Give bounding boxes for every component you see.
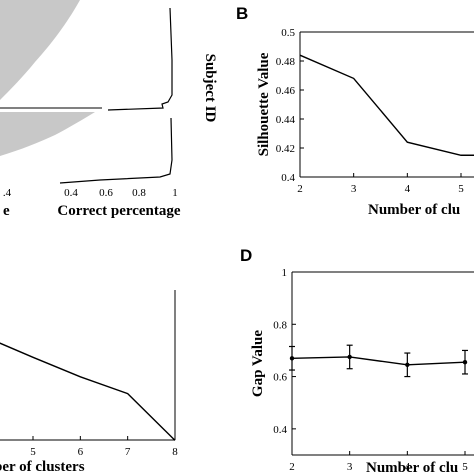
d-data-point xyxy=(347,354,352,360)
b-x-tick-label: 4 xyxy=(405,183,411,195)
d-data-point xyxy=(289,356,295,361)
d-data-point xyxy=(405,362,410,368)
d-y-tick-label: 0.4 xyxy=(273,424,287,436)
b-y-tick-label: 0.4 xyxy=(281,172,295,184)
a-xlabel-left-fragment: e xyxy=(3,203,10,219)
d-x-tick-label: 4 xyxy=(405,461,411,473)
upper-curve xyxy=(107,7,173,111)
d-data-point xyxy=(462,359,468,365)
chart-c: 5 6 7 8 ber of clusters xyxy=(0,290,178,474)
a-x-tick-1: 0.4 xyxy=(64,187,78,199)
c-x-tick-label: 7 xyxy=(125,446,131,458)
a-x-tick-2: 0.6 xyxy=(99,187,113,199)
c-x-tick-label: 8 xyxy=(172,446,178,458)
d-x-tick-label: 3 xyxy=(347,461,353,473)
panel-c: 5 6 7 8 ber of clusters xyxy=(0,290,178,474)
d-series-line xyxy=(291,356,466,366)
d-y-tick-label: 1 xyxy=(282,267,288,279)
d-x-tick-label: 2 xyxy=(289,461,295,473)
b-x-tick-label: 3 xyxy=(351,183,357,195)
a-x-tick-0: .4 xyxy=(3,187,12,199)
panel-d-letter: D xyxy=(240,246,252,265)
b-y-tick-label: 0.44 xyxy=(276,114,296,126)
distribution-fill-upper xyxy=(0,0,80,100)
lower-curve xyxy=(59,117,173,184)
c-series-line xyxy=(0,342,176,441)
b-x-tick-label: 2 xyxy=(297,183,303,195)
c-x-tick-label: 5 xyxy=(30,446,36,458)
a-x-tick-4: 1 xyxy=(172,187,178,199)
b-series-line xyxy=(299,54,474,156)
b-y-tick-label: 0.46 xyxy=(276,85,296,97)
c-xlabel: ber of clusters xyxy=(0,459,85,474)
b-y-tick-label: 0.48 xyxy=(276,56,296,68)
chart-b: 0.4 0.42 0.44 0.46 0.48 0.5 2 3 4 5 Number of clu S… xyxy=(256,27,474,218)
b-y-tick-label: 0.42 xyxy=(276,143,295,155)
a-ylabel: Subject ID xyxy=(202,54,218,123)
d-y-tick-label: 0.6 xyxy=(273,372,287,384)
b-y-tick-label: 0.5 xyxy=(281,27,295,39)
b-xlabel: Number of clu xyxy=(368,202,460,218)
b-x-tick-label: 5 xyxy=(458,183,464,195)
panel-b: B 0.4 0.42 0.44 0.46 0.48 0.5 2 3 4 5 Number of cl… xyxy=(236,4,474,218)
panel-b-letter: B xyxy=(236,4,248,23)
panel-a: .4 0.4 0.6 0.8 1 e Correct percentage Su… xyxy=(0,0,218,219)
c-x-tick-label: 6 xyxy=(78,446,84,458)
d-x-tick-label: 5 xyxy=(462,461,468,473)
a-xlabel: Correct percentage xyxy=(57,203,180,219)
panel-d: D 0.4 0.6 0.8 1 2 3 4 5 Number of clu Gap Value xyxy=(240,246,474,474)
b-ylabel: Silhouette Value xyxy=(256,52,272,156)
a-x-tick-3: 0.8 xyxy=(132,187,146,199)
d-y-tick-label: 0.8 xyxy=(273,319,287,331)
d-ylabel: Gap Value xyxy=(250,330,266,397)
chart-d: 0.4 0.6 0.8 1 2 3 4 5 Number of clu Gap Value xyxy=(250,267,474,474)
d-xlabel: Number of clu xyxy=(366,460,458,474)
distribution-fill-lower xyxy=(0,112,95,156)
